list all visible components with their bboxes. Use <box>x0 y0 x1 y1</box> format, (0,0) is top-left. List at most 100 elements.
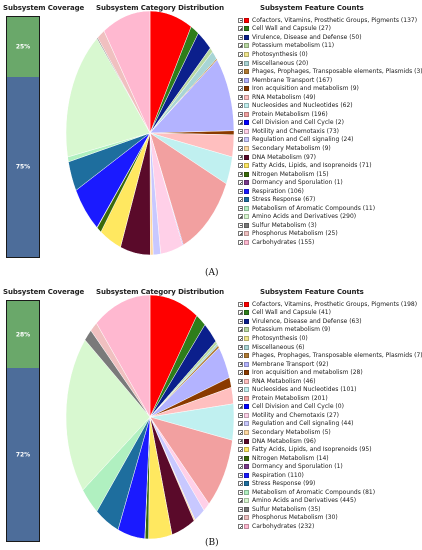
expand-icon[interactable] <box>238 515 243 521</box>
feature-row-motility-and-chemotaxis[interactable]: Motility and Chemotaxis (73) <box>238 127 422 136</box>
feature-row-amino-acids-and-derivatives[interactable]: Amino Acids and Derivatives (290) <box>238 213 422 222</box>
feature-row-miscellaneous[interactable]: Miscellaneous (6) <box>238 343 422 352</box>
feature-row-membrane-transport[interactable]: Membrane Transport (92) <box>238 360 422 369</box>
expand-icon[interactable] <box>238 128 243 134</box>
expand-icon[interactable] <box>238 455 243 461</box>
feature-row-secondary-metabolism[interactable]: Secondary Metabolism (9) <box>238 144 422 153</box>
feature-row-cell-wall-and-capsule[interactable]: Cell Wall and Capsule (27) <box>238 25 422 34</box>
expand-icon[interactable] <box>238 60 243 66</box>
expand-icon[interactable] <box>238 421 243 427</box>
expand-icon[interactable] <box>238 111 243 117</box>
feature-row-cofactors-vitamins-prosthetic-groups-pigments[interactable]: Cofactors, Vitamins, Prosthetic Groups, … <box>238 300 422 309</box>
expand-icon[interactable] <box>238 523 243 529</box>
feature-row-fatty-acids-lipids-and-isoprenoids[interactable]: Fatty Acids, Lipids, and Isoprenoids (95… <box>238 445 422 454</box>
feature-row-respiration[interactable]: Respiration (110) <box>238 471 422 480</box>
expand-icon[interactable] <box>238 301 243 307</box>
feature-row-dormancy-and-sporulation[interactable]: Dormancy and Sporulation (1) <box>238 178 422 187</box>
feature-row-secondary-metabolism[interactable]: Secondary Metabolism (5) <box>238 428 422 437</box>
expand-icon[interactable] <box>238 378 243 384</box>
feature-row-regulation-and-cell-signaling[interactable]: Regulation and Cell signaling (24) <box>238 136 422 145</box>
feature-row-potassium-metabolism[interactable]: Potassium metabolism (11) <box>238 42 422 51</box>
expand-icon[interactable] <box>238 429 243 435</box>
feature-row-metabolism-of-aromatic-compounds[interactable]: Metabolism of Aromatic Compounds (11) <box>238 204 422 213</box>
expand-icon[interactable] <box>238 154 243 160</box>
expand-icon[interactable] <box>238 438 243 444</box>
feature-row-photosynthesis[interactable]: Photosynthesis (0) <box>238 334 422 343</box>
feature-row-sulfur-metabolism[interactable]: Sulfur Metabolism (3) <box>238 221 422 230</box>
feature-row-regulation-and-cell-signaling[interactable]: Regulation and Cell signaling (44) <box>238 420 422 429</box>
expand-icon[interactable] <box>238 498 243 504</box>
feature-row-nucleosides-and-nucleotides[interactable]: Nucleosides and Nucleotides (62) <box>238 101 422 110</box>
expand-icon[interactable] <box>238 43 243 49</box>
expand-icon[interactable] <box>238 239 243 245</box>
feature-row-potassium-metabolism[interactable]: Potassium metabolism (9) <box>238 326 422 335</box>
feature-row-carbohydrates[interactable]: Carbohydrates (232) <box>238 522 422 531</box>
feature-row-iron-acquisition-and-metabolism[interactable]: Iron acquisition and metabolism (28) <box>238 368 422 377</box>
expand-icon[interactable] <box>238 489 243 495</box>
expand-icon[interactable] <box>238 387 243 393</box>
feature-row-virulence-disease-and-defense[interactable]: Virulence, Disease and Defense (63) <box>238 317 422 326</box>
expand-icon[interactable] <box>238 344 243 350</box>
expand-icon[interactable] <box>238 69 243 75</box>
feature-row-cell-wall-and-capsule[interactable]: Cell Wall and Capsule (41) <box>238 309 422 318</box>
expand-icon[interactable] <box>238 447 243 453</box>
expand-icon[interactable] <box>238 103 243 109</box>
feature-row-fatty-acids-lipids-and-isoprenoids[interactable]: Fatty Acids, Lipids, and Isoprenoids (71… <box>238 161 422 170</box>
feature-row-amino-acids-and-derivatives[interactable]: Amino Acids and Derivatives (445) <box>238 497 422 506</box>
feature-row-photosynthesis[interactable]: Photosynthesis (0) <box>238 50 422 59</box>
expand-icon[interactable] <box>238 472 243 478</box>
feature-row-rna-metabolism[interactable]: RNA Metabolism (49) <box>238 93 422 102</box>
expand-icon[interactable] <box>238 94 243 100</box>
feature-row-cell-division-and-cell-cycle[interactable]: Cell Division and Cell Cycle (0) <box>238 403 422 412</box>
expand-icon[interactable] <box>238 335 243 341</box>
feature-row-phosphorus-metabolism[interactable]: Phosphorus Metabolism (25) <box>238 230 422 239</box>
expand-icon[interactable] <box>238 120 243 126</box>
expand-icon[interactable] <box>238 51 243 57</box>
expand-icon[interactable] <box>238 412 243 418</box>
expand-icon[interactable] <box>238 86 243 92</box>
feature-row-nitrogen-metabolism[interactable]: Nitrogen Metabolism (14) <box>238 454 422 463</box>
expand-icon[interactable] <box>238 231 243 237</box>
feature-row-miscellaneous[interactable]: Miscellaneous (20) <box>238 59 422 68</box>
expand-icon[interactable] <box>238 180 243 186</box>
expand-icon[interactable] <box>238 163 243 169</box>
expand-icon[interactable] <box>238 464 243 470</box>
feature-row-respiration[interactable]: Respiration (106) <box>238 187 422 196</box>
feature-row-metabolism-of-aromatic-compounds[interactable]: Metabolism of Aromatic Compounds (81) <box>238 488 422 497</box>
expand-icon[interactable] <box>238 137 243 143</box>
expand-icon[interactable] <box>238 370 243 376</box>
feature-row-nucleosides-and-nucleotides[interactable]: Nucleosides and Nucleotides (101) <box>238 385 422 394</box>
expand-icon[interactable] <box>238 205 243 211</box>
expand-icon[interactable] <box>238 361 243 367</box>
feature-row-membrane-transport[interactable]: Membrane Transport (167) <box>238 76 422 85</box>
expand-icon[interactable] <box>238 145 243 151</box>
feature-row-sulfur-metabolism[interactable]: Sulfur Metabolism (35) <box>238 505 422 514</box>
feature-row-rna-metabolism[interactable]: RNA Metabolism (46) <box>238 377 422 386</box>
feature-row-stress-response[interactable]: Stress Response (99) <box>238 479 422 488</box>
feature-row-dna-metabolism[interactable]: DNA Metabolism (96) <box>238 437 422 446</box>
feature-row-cell-division-and-cell-cycle[interactable]: Cell Division and Cell Cycle (2) <box>238 119 422 128</box>
expand-icon[interactable] <box>238 395 243 401</box>
feature-row-carbohydrates[interactable]: Carbohydrates (155) <box>238 238 422 247</box>
expand-icon[interactable] <box>238 197 243 203</box>
expand-icon[interactable] <box>238 26 243 32</box>
feature-row-cofactors-vitamins-prosthetic-groups-pigments[interactable]: Cofactors, Vitamins, Prosthetic Groups, … <box>238 16 422 25</box>
feature-row-phages-prophages-transposable-elements-plasmids[interactable]: Phages, Prophages, Transposable elements… <box>238 67 422 76</box>
feature-row-motility-and-chemotaxis[interactable]: Motility and Chemotaxis (27) <box>238 411 422 420</box>
feature-row-virulence-disease-and-defense[interactable]: Virulence, Disease and Defense (50) <box>238 33 422 42</box>
expand-icon[interactable] <box>238 318 243 324</box>
expand-icon[interactable] <box>238 17 243 23</box>
expand-icon[interactable] <box>238 327 243 333</box>
expand-icon[interactable] <box>238 506 243 512</box>
feature-row-stress-response[interactable]: Stress Response (67) <box>238 195 422 204</box>
expand-icon[interactable] <box>238 222 243 228</box>
expand-icon[interactable] <box>238 171 243 177</box>
feature-row-phosphorus-metabolism[interactable]: Phosphorus Metabolism (30) <box>238 514 422 523</box>
expand-icon[interactable] <box>238 188 243 194</box>
feature-row-dormancy-and-sporulation[interactable]: Dormancy and Sporulation (1) <box>238 462 422 471</box>
feature-row-iron-acquisition-and-metabolism[interactable]: Iron acquisition and metabolism (9) <box>238 84 422 93</box>
feature-row-phages-prophages-transposable-elements-plasmids[interactable]: Phages, Prophages, Transposable elements… <box>238 351 422 360</box>
feature-row-protein-metabolism[interactable]: Protein Metabolism (196) <box>238 110 422 119</box>
expand-icon[interactable] <box>238 353 243 359</box>
expand-icon[interactable] <box>238 404 243 410</box>
